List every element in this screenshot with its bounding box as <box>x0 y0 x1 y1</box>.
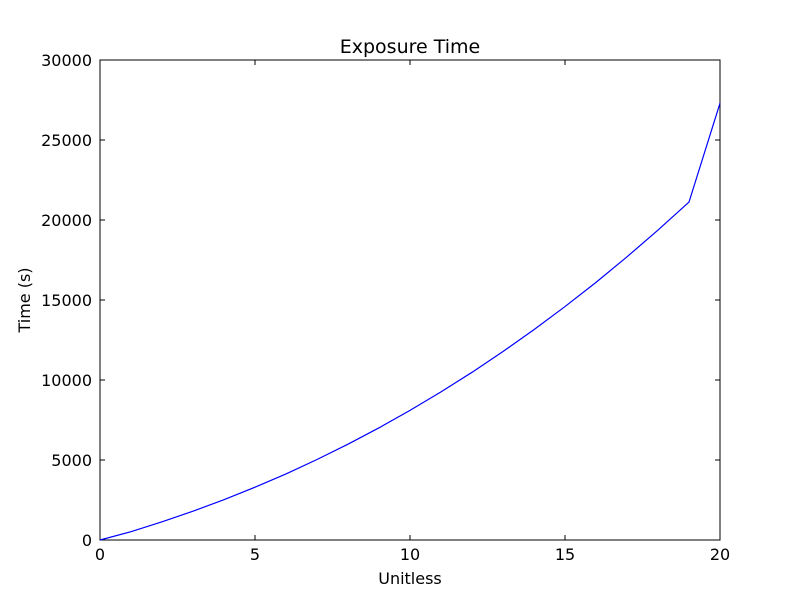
y-tick-label: 25000 <box>41 131 92 150</box>
x-tick-label: 5 <box>250 545 260 564</box>
axis-ticks: 0 5 10 15 20 0 5000 10000 15000 20000 25000 30000 <box>41 51 730 564</box>
y-axis-label: Time (s) <box>15 267 34 333</box>
x-tick-label: 15 <box>555 545 575 564</box>
y-tick-label: 20000 <box>41 211 92 230</box>
x-tick-label: 0 <box>95 545 105 564</box>
y-tick-label: 0 <box>82 531 92 550</box>
plot-area <box>99 59 721 541</box>
series-layer <box>99 103 721 541</box>
chart-title: Exposure Time <box>340 36 481 58</box>
x-tick-label: 20 <box>710 545 730 564</box>
y-tick-label: 5000 <box>51 451 92 470</box>
x-axis-label: Unitless <box>378 569 442 588</box>
x-tick-label: 10 <box>400 545 420 564</box>
y-tick-label: 10000 <box>41 371 92 390</box>
series-line <box>99 103 721 541</box>
y-tick-label: 15000 <box>41 291 92 310</box>
y-tick-label: 30000 <box>41 51 92 70</box>
